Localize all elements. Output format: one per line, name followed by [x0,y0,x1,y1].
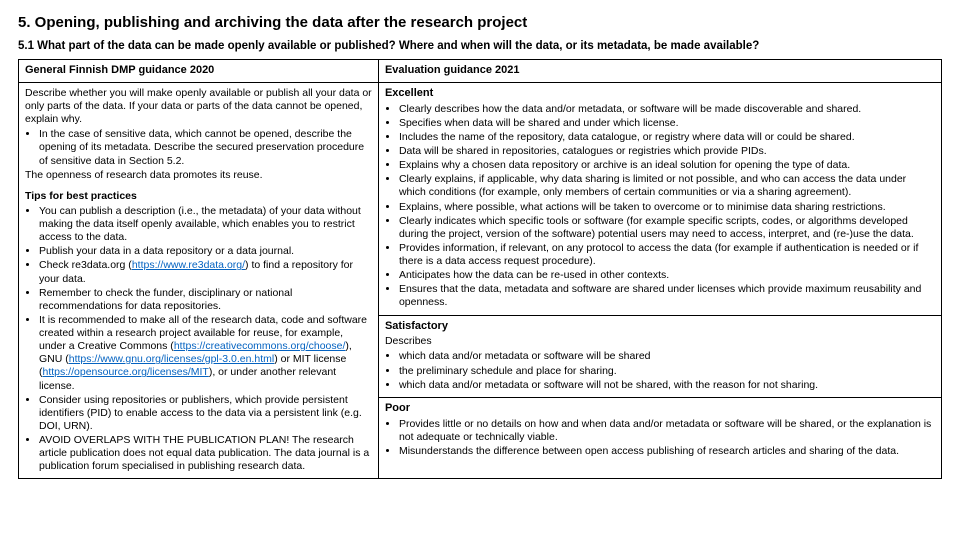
excellent-list: Clearly describes how the data and/or me… [385,103,935,310]
right-col-header: Evaluation guidance 2021 [378,60,941,83]
left-cell: Describe whether you will make openly av… [19,82,379,479]
tips-heading: Tips for best practices [25,190,372,203]
ex-0: Clearly describes how the data and/or me… [399,103,935,116]
satisfactory-head: Satisfactory [385,320,935,334]
ex-8: Provides information, if relevant, on an… [399,242,935,268]
section-heading: 5. Opening, publishing and archiving the… [18,14,942,33]
subquestion: 5.1 What part of the data can be made op… [18,39,942,53]
ex-7: Clearly indicates which specific tools o… [399,215,935,241]
sat-list: which data and/or metadata or software w… [385,350,935,391]
ex-5: Clearly explains, if applicable, why dat… [399,173,935,199]
ex-1: Specifies when data will be shared and u… [399,117,935,130]
ex-3: Data will be shared in repositories, cat… [399,145,935,158]
ex-9: Anticipates how the data can be re-used … [399,269,935,282]
sat-0: which data and/or metadata or software w… [399,350,935,363]
tip-6: AVOID OVERLAPS WITH THE PUBLICATION PLAN… [39,434,372,473]
after-text: The openness of research data promotes i… [25,169,372,182]
gnu-link[interactable]: https://www.gnu.org/licenses/gpl-3.0.en.… [69,353,274,365]
tip-2: Check re3data.org (https://www.re3data.o… [39,259,372,285]
ex-10: Ensures that the data, metadata and soft… [399,283,935,309]
poor-1: Misunderstands the difference between op… [399,445,935,458]
bullet-sensitive: In the case of sensitive data, which can… [39,128,372,167]
right-cell: Excellent Clearly describes how the data… [378,82,941,479]
excellent-head: Excellent [385,87,935,101]
sat-2: which data and/or metadata or software w… [399,379,935,392]
tips-list: You can publish a description (i.e., the… [25,205,372,474]
ex-6: Explains, where possible, what actions w… [399,201,935,214]
tip-0: You can publish a description (i.e., the… [39,205,372,244]
poor-list: Provides little or no details on how and… [385,418,935,458]
sat-1: the preliminary schedule and place for s… [399,365,935,378]
cc-link[interactable]: https://creativecommons.org/choose/ [174,340,346,352]
mit-link[interactable]: https://opensource.org/licenses/MIT [43,366,209,378]
tip-3: Remember to check the funder, disciplina… [39,287,372,313]
poor-0: Provides little or no details on how and… [399,418,935,444]
guidance-table: General Finnish DMP guidance 2020 Evalua… [18,59,942,479]
tip-4: It is recommended to make all of the res… [39,314,372,393]
left-col-header: General Finnish DMP guidance 2020 [19,60,379,83]
ex-4: Explains why a chosen data repository or… [399,159,935,172]
sat-desc: Describes [385,335,935,348]
intro: Describe whether you will make openly av… [25,87,372,126]
poor-head: Poor [385,402,935,416]
ex-2: Includes the name of the repository, dat… [399,131,935,144]
tip-5: Consider using repositories or publisher… [39,394,372,433]
tip-1: Publish your data in a data repository o… [39,245,372,258]
re3-link[interactable]: https://www.re3data.org/ [132,259,245,271]
